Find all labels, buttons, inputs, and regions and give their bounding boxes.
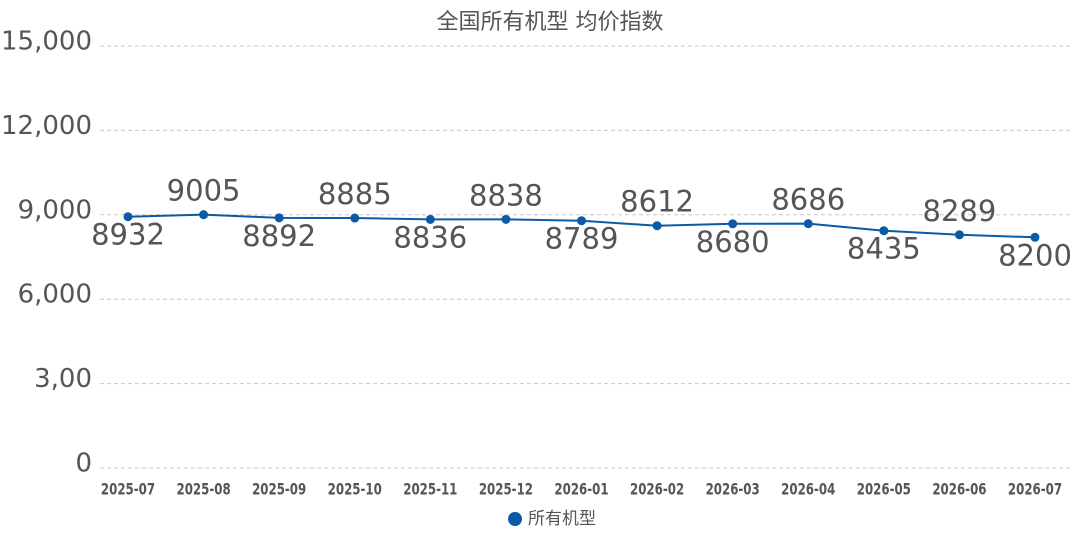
x-tick-label: 2026-07 <box>1008 480 1062 499</box>
point <box>803 219 813 229</box>
x-tick-label: 2025-12 <box>479 480 533 499</box>
point <box>350 213 360 223</box>
point <box>274 213 284 223</box>
data-label: 8200 <box>998 238 1072 272</box>
x-tick-label: 2025-07 <box>101 480 155 499</box>
y-tick-label: 0 <box>75 449 92 479</box>
x-tick-label: 2026-02 <box>630 480 684 499</box>
point <box>199 210 209 220</box>
data-label: 8932 <box>91 218 165 252</box>
data-label: 8680 <box>696 225 770 259</box>
x-tick-label: 2026-03 <box>706 480 760 499</box>
data-label: 8612 <box>620 185 694 219</box>
data-label: 8892 <box>242 219 316 253</box>
x-tick-label: 2025-10 <box>328 480 382 499</box>
y-tick-label: 15,000 <box>1 27 92 57</box>
data-label: 8838 <box>469 178 543 212</box>
y-tick-label: 3,00 <box>34 364 92 394</box>
data-label: 8836 <box>393 220 467 254</box>
point <box>501 214 511 224</box>
y-tick-label: 9,000 <box>18 195 92 225</box>
data-label: 8789 <box>545 222 619 256</box>
x-tick-label: 2025-11 <box>403 480 457 499</box>
legend-marker <box>508 512 522 526</box>
y-tick-label: 6,000 <box>18 280 92 310</box>
x-tick-label: 2025-08 <box>176 480 230 499</box>
point <box>652 221 662 231</box>
y-tick-label: 12,000 <box>1 111 92 141</box>
point <box>577 216 586 226</box>
point <box>954 230 964 240</box>
chart-title: 全国所有机型 均价指数 <box>437 10 664 35</box>
point <box>425 214 435 224</box>
x-tick-label: 2026-04 <box>781 480 835 499</box>
point <box>123 212 133 222</box>
point <box>728 219 738 229</box>
x-tick-label: 2026-05 <box>857 480 911 499</box>
data-label: 8885 <box>318 177 392 211</box>
point <box>1030 232 1040 242</box>
data-label: 8435 <box>847 232 921 266</box>
data-label: 8686 <box>771 183 845 217</box>
x-tick-label: 2026-06 <box>932 480 986 499</box>
legend-label: 所有机型 <box>528 509 596 529</box>
x-tick-label: 2026-01 <box>554 480 608 499</box>
data-label: 8289 <box>923 194 997 228</box>
point <box>879 226 889 236</box>
x-tick-label: 2025-09 <box>252 480 306 499</box>
data-label: 9005 <box>167 174 241 208</box>
